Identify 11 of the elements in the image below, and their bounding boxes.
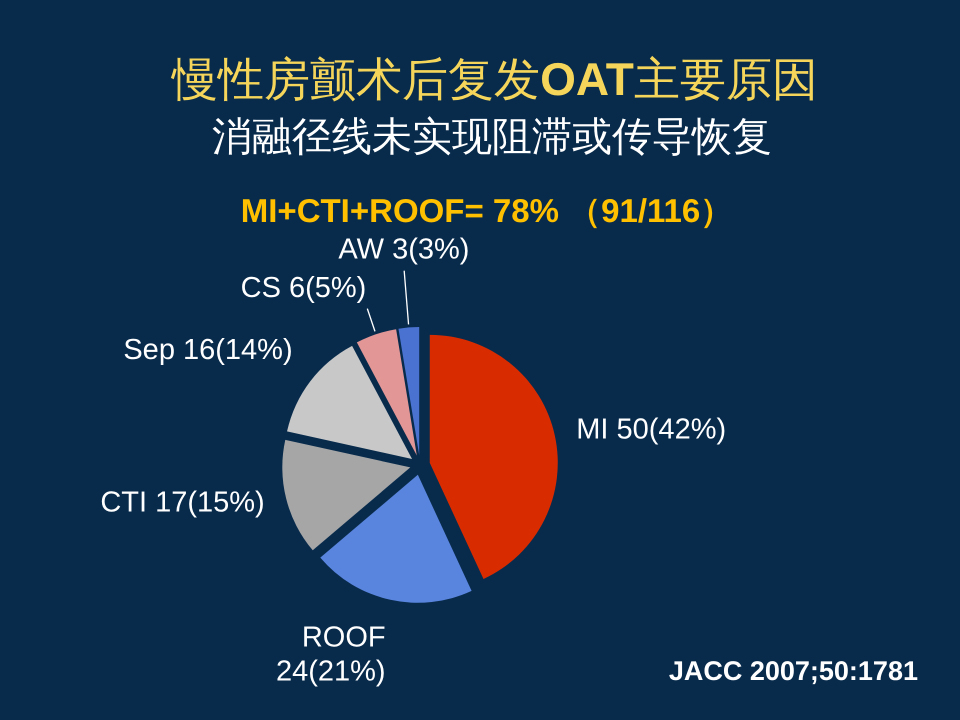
text: MI+CTI+ROOF= 78% （91/116）: [240, 192, 734, 229]
text: JACC 2007;50:1781: [668, 656, 918, 686]
slice-label: ROOF: [302, 621, 386, 654]
slice-label: AW 3(3%): [338, 234, 470, 266]
slice-label: Sep 16(14%): [123, 334, 293, 366]
slice-label: CS 6(5%): [240, 272, 366, 304]
slice-label: MI 50(42%): [576, 414, 726, 446]
chart-subtitle: 消融径线未实现阻滞或传导恢复: [212, 114, 772, 160]
data-label: 24(21%): [276, 655, 386, 688]
slice-label: CTI 17(15%): [100, 486, 265, 519]
chart-title: 慢性房颤术后复发OAT主要原因: [170, 52, 818, 106]
